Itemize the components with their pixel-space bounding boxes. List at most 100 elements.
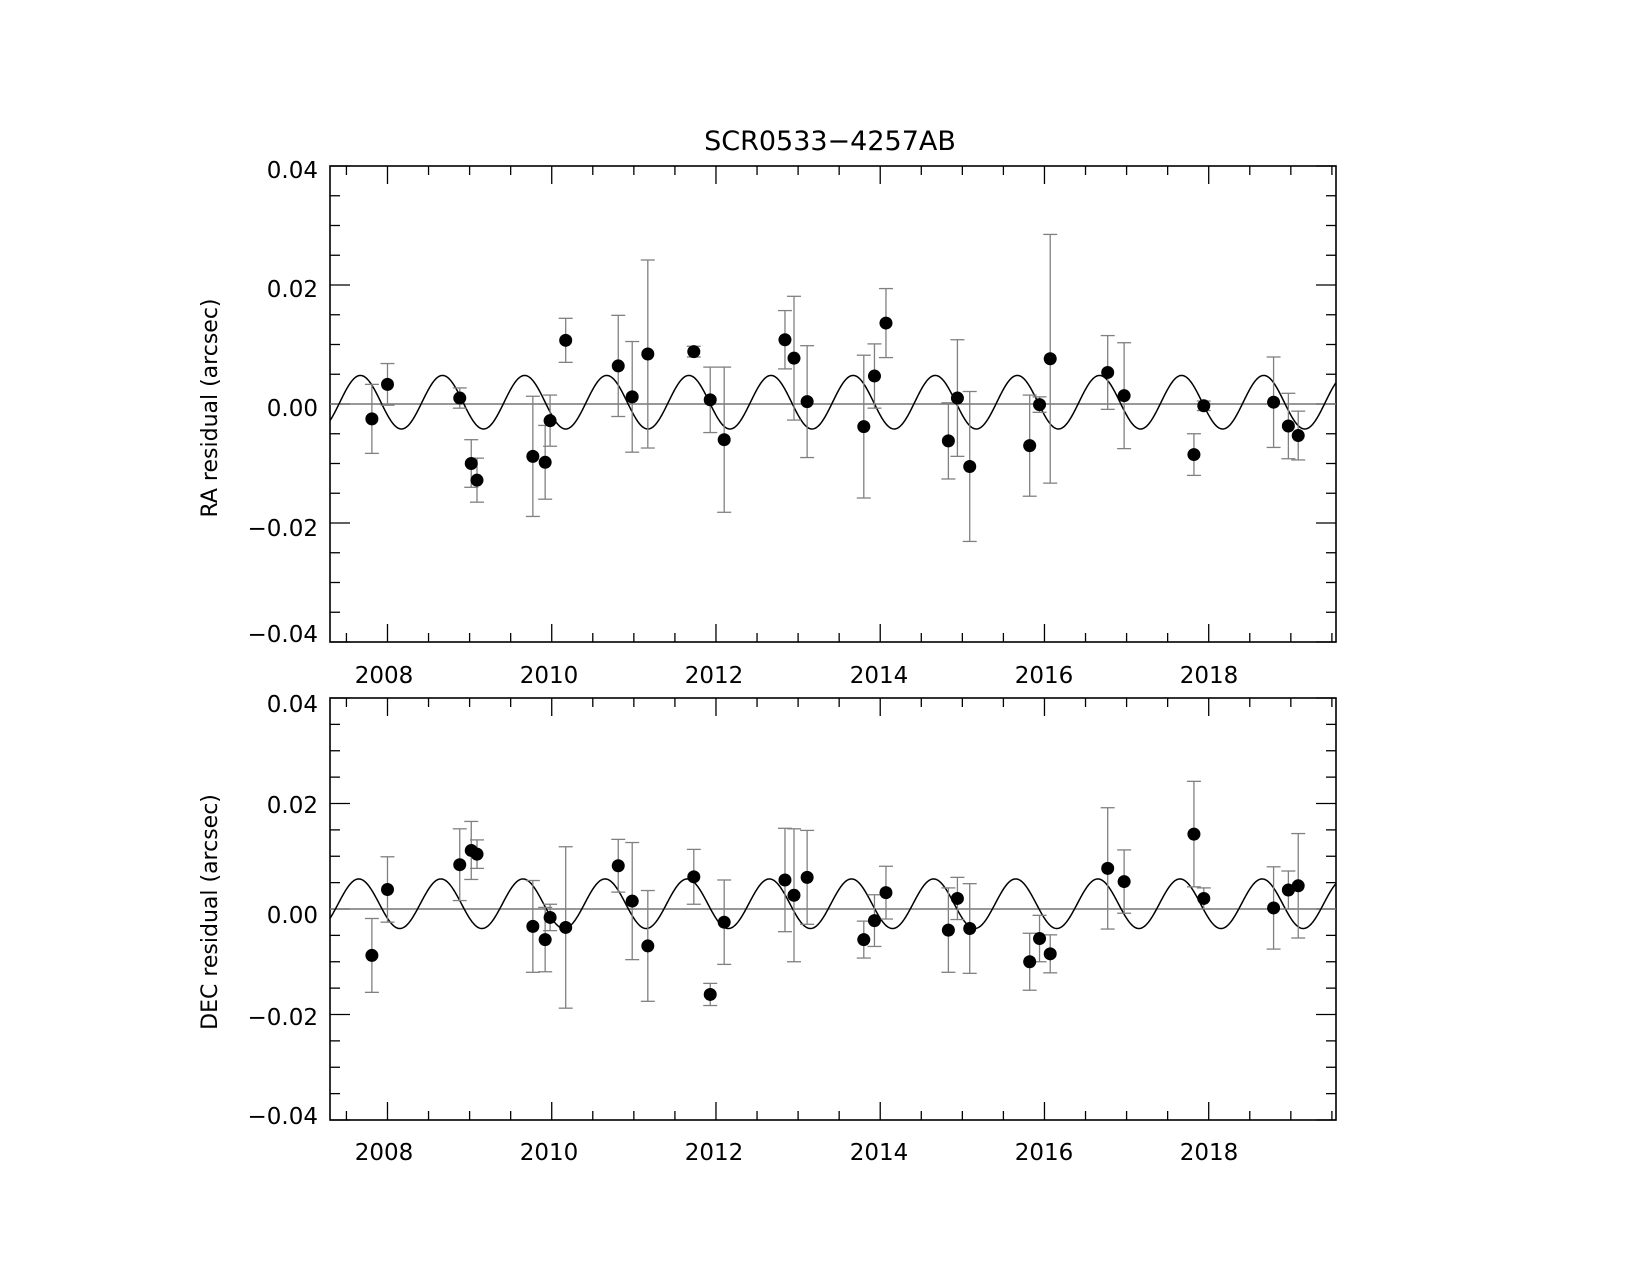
data-point	[365, 412, 379, 426]
y-tick-label: 0.00	[267, 903, 318, 929]
y-tick-label: 0.02	[267, 277, 318, 303]
model-curve	[329, 374, 1337, 430]
data-point	[857, 420, 871, 434]
x-tick-label: 2018	[1180, 1140, 1239, 1166]
y-tick-label: 0.02	[267, 793, 318, 819]
data-point	[1197, 399, 1211, 413]
data-point	[543, 910, 557, 924]
x-tick-label: 2016	[1015, 1140, 1074, 1166]
data-point	[941, 923, 955, 937]
data-point	[687, 345, 701, 359]
data-point	[1117, 875, 1131, 889]
y-tick-labels: 0.04 0.02 0.00 −0.02 −0.04	[248, 158, 318, 648]
data-point	[857, 933, 871, 947]
data-point	[611, 359, 625, 373]
y-tick-label: 0.00	[267, 396, 318, 422]
x-tick-label: 2008	[355, 1140, 414, 1166]
y-tick-label: −0.04	[248, 1104, 318, 1130]
data-point	[641, 347, 655, 361]
x-tick-labels: 2008 2010 2012 2014 2016 2018	[355, 1140, 1239, 1166]
model-curve	[329, 878, 1337, 930]
data-point	[470, 473, 484, 487]
data-point	[867, 369, 881, 383]
data-point	[717, 433, 731, 447]
data-point	[1281, 419, 1295, 433]
data-point	[1291, 429, 1305, 443]
x-tick-label: 2012	[685, 663, 744, 689]
data-point	[787, 351, 801, 365]
data-point	[1187, 827, 1201, 841]
data-point	[538, 455, 552, 469]
data-point	[703, 987, 717, 1001]
y-tick-label: 0.04	[267, 158, 318, 184]
data-point	[1023, 439, 1037, 453]
data-point	[611, 859, 625, 873]
x-tick-label: 2008	[355, 663, 414, 689]
y-axis-label-dec: DEC residual (arcsec)	[198, 794, 223, 1030]
data-point	[1043, 352, 1057, 366]
data-point	[1291, 879, 1305, 893]
x-tick-label: 2014	[850, 663, 909, 689]
x-tick-label: 2010	[520, 663, 579, 689]
data-point	[538, 933, 552, 947]
data-point	[380, 882, 394, 896]
data-point	[470, 847, 484, 861]
data-point	[800, 395, 814, 409]
data-point	[641, 939, 655, 953]
y-tick-labels: 0.04 0.02 0.00 −0.02 −0.04	[248, 692, 318, 1130]
x-tick-label: 2010	[520, 1140, 579, 1166]
data-point	[464, 457, 478, 470]
x-tick-label: 2014	[850, 1140, 909, 1166]
data-point	[559, 333, 573, 347]
y-tick-label: −0.02	[248, 1005, 318, 1031]
x-tick-label: 2012	[685, 1140, 744, 1166]
data-point	[625, 894, 639, 908]
data-point	[879, 886, 893, 900]
data-point	[1043, 947, 1057, 961]
data-point	[1033, 398, 1047, 412]
data-point	[559, 920, 573, 934]
data-point	[1023, 955, 1037, 969]
data-point	[1197, 891, 1211, 905]
data-point	[867, 914, 881, 928]
data-point	[380, 377, 394, 391]
data-point	[950, 391, 964, 405]
x-tick-labels: 2008 2010 2012 2014 2016 2018	[355, 663, 1239, 689]
data-point	[526, 449, 540, 463]
data-point	[963, 922, 977, 936]
data-point	[687, 870, 701, 884]
data-point	[787, 888, 801, 902]
data-point	[717, 915, 731, 929]
data-point	[941, 434, 955, 448]
data-point	[625, 390, 639, 404]
y-tick-label: 0.04	[267, 692, 318, 718]
data-point	[963, 459, 977, 473]
data-point	[453, 858, 467, 872]
y-tick-label: −0.02	[248, 516, 318, 542]
data-point	[1187, 448, 1201, 462]
data-point	[453, 391, 467, 405]
dec-residual-panel: DEC residual (arcsec) 0.04 0.02 0.00 −0.…	[198, 692, 1337, 1166]
ra-residual-panel: RA residual (arcsec) 0.04 0.02 0.00 −0.0…	[198, 158, 1337, 689]
data-point	[543, 414, 557, 428]
x-tick-label: 2018	[1180, 663, 1239, 689]
data-point	[1117, 389, 1131, 403]
data-point	[1267, 395, 1281, 409]
data-point	[879, 316, 893, 330]
data-point	[1101, 861, 1115, 875]
data-point	[1267, 901, 1281, 915]
data-point	[778, 873, 792, 887]
data-point	[526, 919, 540, 933]
data-point	[365, 948, 379, 962]
data-point	[703, 393, 717, 407]
y-axis-label-ra: RA residual (arcsec)	[198, 298, 223, 517]
data-point	[1101, 365, 1115, 379]
chart-title: SCR0533−4257AB	[704, 126, 956, 157]
x-tick-label: 2016	[1015, 663, 1074, 689]
data-point	[1281, 883, 1295, 897]
y-tick-label: −0.04	[248, 622, 318, 648]
data-point	[1033, 932, 1047, 946]
data-point	[950, 891, 964, 905]
data-point	[800, 870, 814, 884]
